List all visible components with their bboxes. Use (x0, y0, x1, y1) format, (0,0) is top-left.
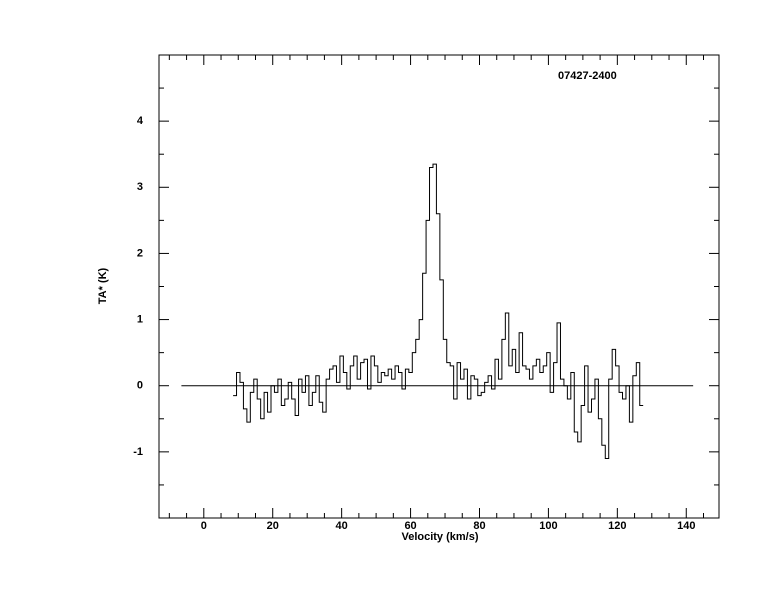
y-tick-label: -1 (133, 446, 143, 458)
y-tick-label: 3 (137, 181, 143, 193)
chart-title: 07427-2400 (558, 70, 617, 82)
x-tick-label: 0 (201, 520, 207, 532)
y-tick-label: 4 (137, 115, 144, 127)
spectrum-line (233, 163, 644, 459)
x-tick-label: 120 (608, 520, 626, 532)
y-tick-label: 2 (137, 247, 143, 259)
x-tick-label: 20 (267, 520, 279, 532)
x-tick-label: 100 (539, 520, 557, 532)
x-tick-label: 60 (404, 520, 416, 532)
x-tick-label: 80 (473, 520, 485, 532)
y-tick-label: 0 (137, 380, 143, 392)
plot-frame (158, 54, 720, 519)
x-axis-label: Velocity (km/s) (401, 531, 478, 543)
y-tick-label: 1 (137, 313, 143, 325)
x-tick-label: 40 (336, 520, 348, 532)
x-tick-label: 140 (677, 520, 695, 532)
y-axis-label: TA* (K) (97, 267, 109, 304)
